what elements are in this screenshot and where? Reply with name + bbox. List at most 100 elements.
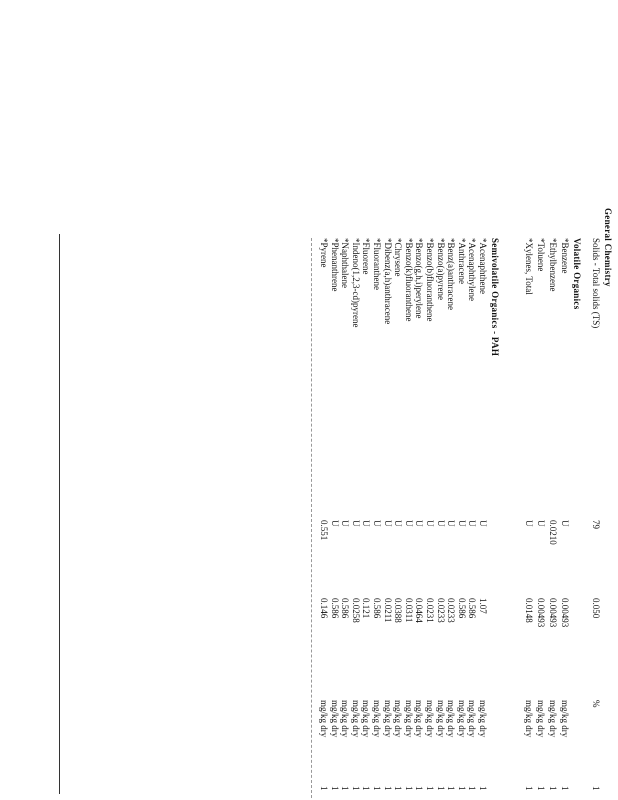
result: U — [329, 520, 340, 527]
dilution: 1 — [446, 786, 457, 791]
analyte: *Pyrene — [319, 238, 329, 268]
dilution: 1 — [361, 786, 372, 791]
reporting-limit: 0.00493 — [560, 598, 570, 628]
dilution: 1 — [560, 786, 570, 791]
units: mg/kg dry — [456, 700, 467, 738]
result: U — [350, 520, 361, 527]
analyte: *Toluene — [536, 238, 546, 272]
analyte: *Ethylbenzene — [548, 238, 558, 292]
result: 79 — [591, 520, 601, 529]
analyte: *Benz(a)anthracene — [446, 238, 457, 310]
units: mg/kg dry — [446, 700, 457, 738]
reporting-limit: 0.586 — [340, 598, 351, 619]
dilution: 1 — [329, 786, 340, 791]
result: U — [403, 520, 414, 527]
result: U — [560, 520, 570, 527]
reporting-limit: 0.146 — [319, 598, 329, 619]
dilution: 1 — [456, 786, 467, 791]
analyte: *Benzo(k)fluoranthene — [403, 238, 414, 322]
reporting-limit: 1.07 — [478, 598, 488, 614]
analyte: *Xylenes, Total — [524, 238, 534, 295]
section-title: Semivolatile Organics - PAH — [490, 238, 500, 357]
units: mg/kg dry — [560, 700, 570, 738]
dilution: 1 — [382, 786, 393, 791]
reporting-limit: 0.00493 — [548, 598, 558, 628]
units: mg/kg dry — [524, 700, 534, 738]
dilution: 1 — [414, 786, 425, 791]
analyte: *Benzo(a)pyrene — [435, 238, 446, 300]
dilution: 1 — [350, 786, 361, 791]
analyte: *Chrysene — [393, 238, 404, 277]
analyte: *Benzo(g,h,i)perylene — [414, 238, 425, 319]
result: U — [446, 520, 457, 527]
reporting-limit: 0.586 — [467, 598, 478, 619]
page-edge-rule — [59, 234, 60, 794]
dilution: 1 — [591, 786, 601, 791]
reporting-limit: 0.121 — [361, 598, 372, 619]
reporting-limit: 0.0464 — [414, 598, 425, 623]
units: mg/kg dry — [372, 700, 382, 738]
reporting-limit: 0.586 — [456, 598, 467, 619]
result: U — [372, 520, 382, 527]
dilution: 1 — [319, 786, 329, 791]
analyte: *Benzo(b)fluoranthene — [425, 238, 435, 322]
result: U — [425, 520, 435, 527]
analyte: *Phenanthrene — [329, 238, 340, 292]
result: U — [435, 520, 446, 527]
units: mg/kg dry — [382, 700, 393, 738]
result: U — [414, 520, 425, 527]
reporting-limit: 0.586 — [329, 598, 340, 619]
dashed-rule — [311, 238, 312, 798]
units: mg/kg dry — [319, 700, 329, 738]
dilution: 1 — [435, 786, 446, 791]
reporting-limit: 0.0211 — [382, 598, 393, 623]
analyte: *Fluoranthene — [372, 238, 382, 290]
result: U — [524, 520, 534, 527]
units: mg/kg dry — [340, 700, 351, 738]
units: mg/kg dry — [361, 700, 372, 738]
analyte: *Benzene — [560, 238, 570, 274]
units: mg/kg dry — [403, 700, 414, 738]
reporting-limit: 0.0148 — [524, 598, 534, 623]
units: mg/kg dry — [414, 700, 425, 738]
dilution: 1 — [536, 786, 546, 791]
reporting-limit: 0.0258 — [350, 598, 361, 623]
result: U — [456, 520, 467, 527]
units: mg/kg dry — [536, 700, 546, 738]
dilution: 1 — [425, 786, 435, 791]
analyte: *Acenaphthylene — [467, 238, 478, 301]
dilution: 1 — [467, 786, 478, 791]
units: mg/kg dry — [467, 700, 478, 738]
rotated-report: General Chemistry Solids - Total solids (… — [45, 208, 613, 798]
units: mg/kg dry — [478, 700, 488, 738]
units: % — [591, 700, 601, 708]
units: mg/kg dry — [329, 700, 340, 738]
analyte: *Indeno(1,2,3-cd)pyrene — [350, 238, 361, 328]
analyte: *Fluorene — [361, 238, 372, 275]
reporting-limit: 0.050 — [591, 598, 601, 619]
dilution: 1 — [478, 786, 488, 791]
analyte: *Dibenz(a,h)anthracene — [382, 238, 393, 325]
units: mg/kg dry — [393, 700, 404, 738]
result: U — [393, 520, 404, 527]
result: 0.551 — [319, 520, 329, 541]
units: mg/kg dry — [435, 700, 446, 738]
reporting-limit: 0.00493 — [536, 598, 546, 628]
dilution: 1 — [393, 786, 404, 791]
analyte: Solids - Total solids (TS) — [591, 238, 601, 329]
reporting-limit: 0.0311 — [403, 598, 414, 623]
result: U — [340, 520, 351, 527]
reporting-limit: 0.586 — [372, 598, 382, 619]
result: U — [382, 520, 393, 527]
units: mg/kg dry — [350, 700, 361, 738]
reporting-limit: 0.0233 — [435, 598, 446, 623]
result: U — [536, 520, 546, 527]
result: U — [467, 520, 478, 527]
reporting-limit: 0.0231 — [425, 598, 435, 623]
units: mg/kg dry — [548, 700, 558, 738]
dilution: 1 — [372, 786, 382, 791]
dilution: 1 — [548, 786, 558, 791]
units: mg/kg dry — [425, 700, 435, 738]
dilution: 1 — [340, 786, 351, 791]
